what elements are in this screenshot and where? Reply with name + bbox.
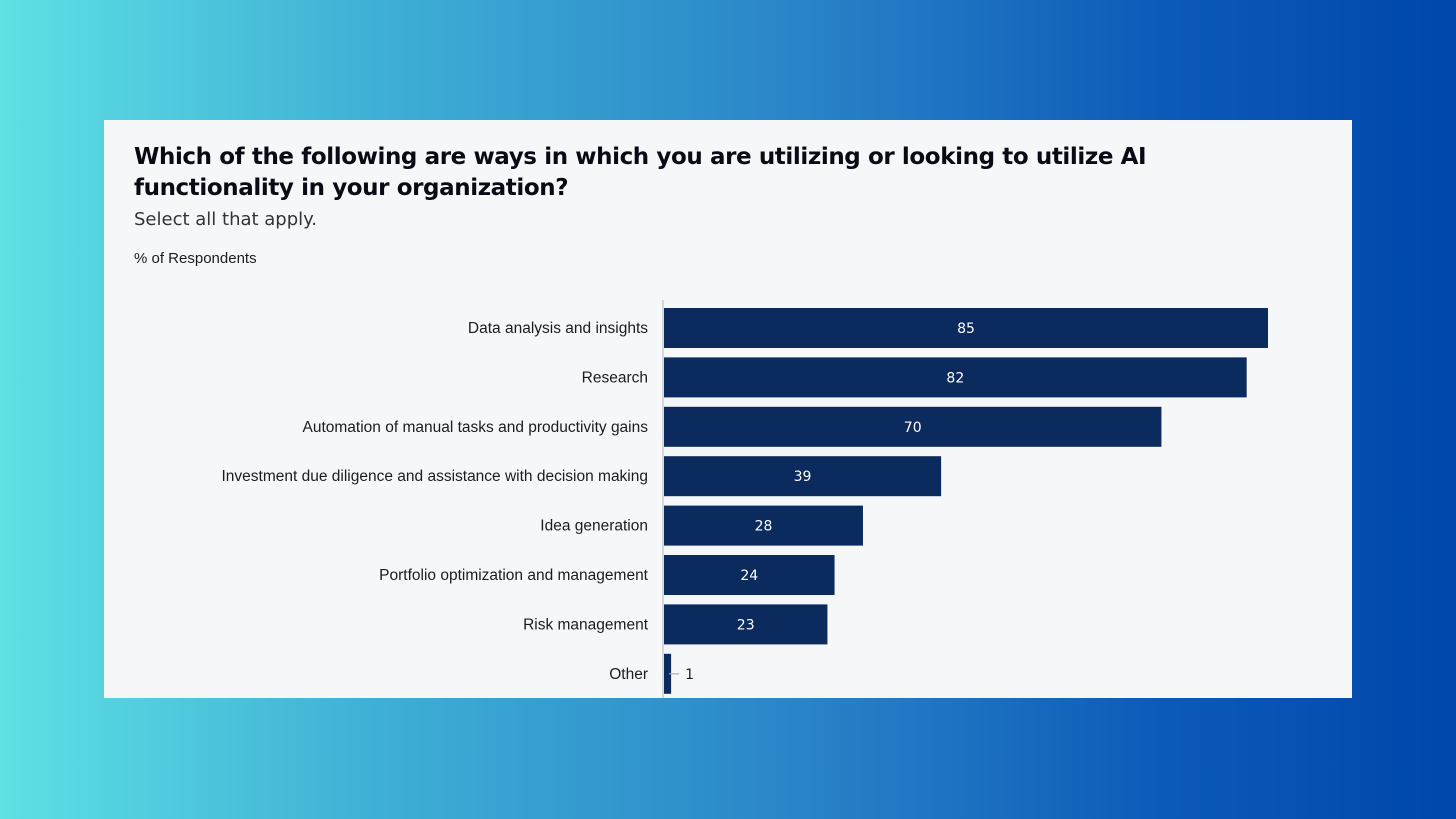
chart-title: Which of the following are ways in which… <box>134 144 1147 201</box>
bar <box>664 653 672 694</box>
category-label: Data analysis and insights <box>468 320 648 337</box>
bar <box>664 604 828 645</box>
bar <box>664 456 942 497</box>
value-label: 70 <box>904 420 922 436</box>
chart-subtitle: Select all that apply. <box>134 209 317 230</box>
category-label: Research <box>582 369 648 386</box>
category-label: Risk management <box>523 616 649 633</box>
value-label: 23 <box>737 617 755 633</box>
value-label: 24 <box>740 568 758 584</box>
value-label: 82 <box>946 370 964 386</box>
bar <box>664 308 1268 348</box>
bar <box>664 406 1162 447</box>
category-label: Other <box>609 666 648 683</box>
category-label: Investment due diligence and assistance … <box>222 468 649 485</box>
value-label: 28 <box>755 519 773 535</box>
value-label: 85 <box>957 321 975 337</box>
value-label: 1 <box>685 667 694 683</box>
value-label: 39 <box>794 469 812 485</box>
bar <box>664 357 1247 398</box>
category-label: Portfolio optimization and management <box>379 567 649 584</box>
bar <box>664 555 835 595</box>
category-label: Automation of manual tasks and productiv… <box>303 419 649 436</box>
bar-chart: Data analysis and insights 85 Research 82 Au… <box>222 300 1268 698</box>
unit-label: % of Respondents <box>134 250 257 267</box>
category-label: Idea generation <box>540 518 648 535</box>
chart-card: Which of the following are ways in which… <box>104 120 1352 698</box>
bar <box>664 505 863 546</box>
